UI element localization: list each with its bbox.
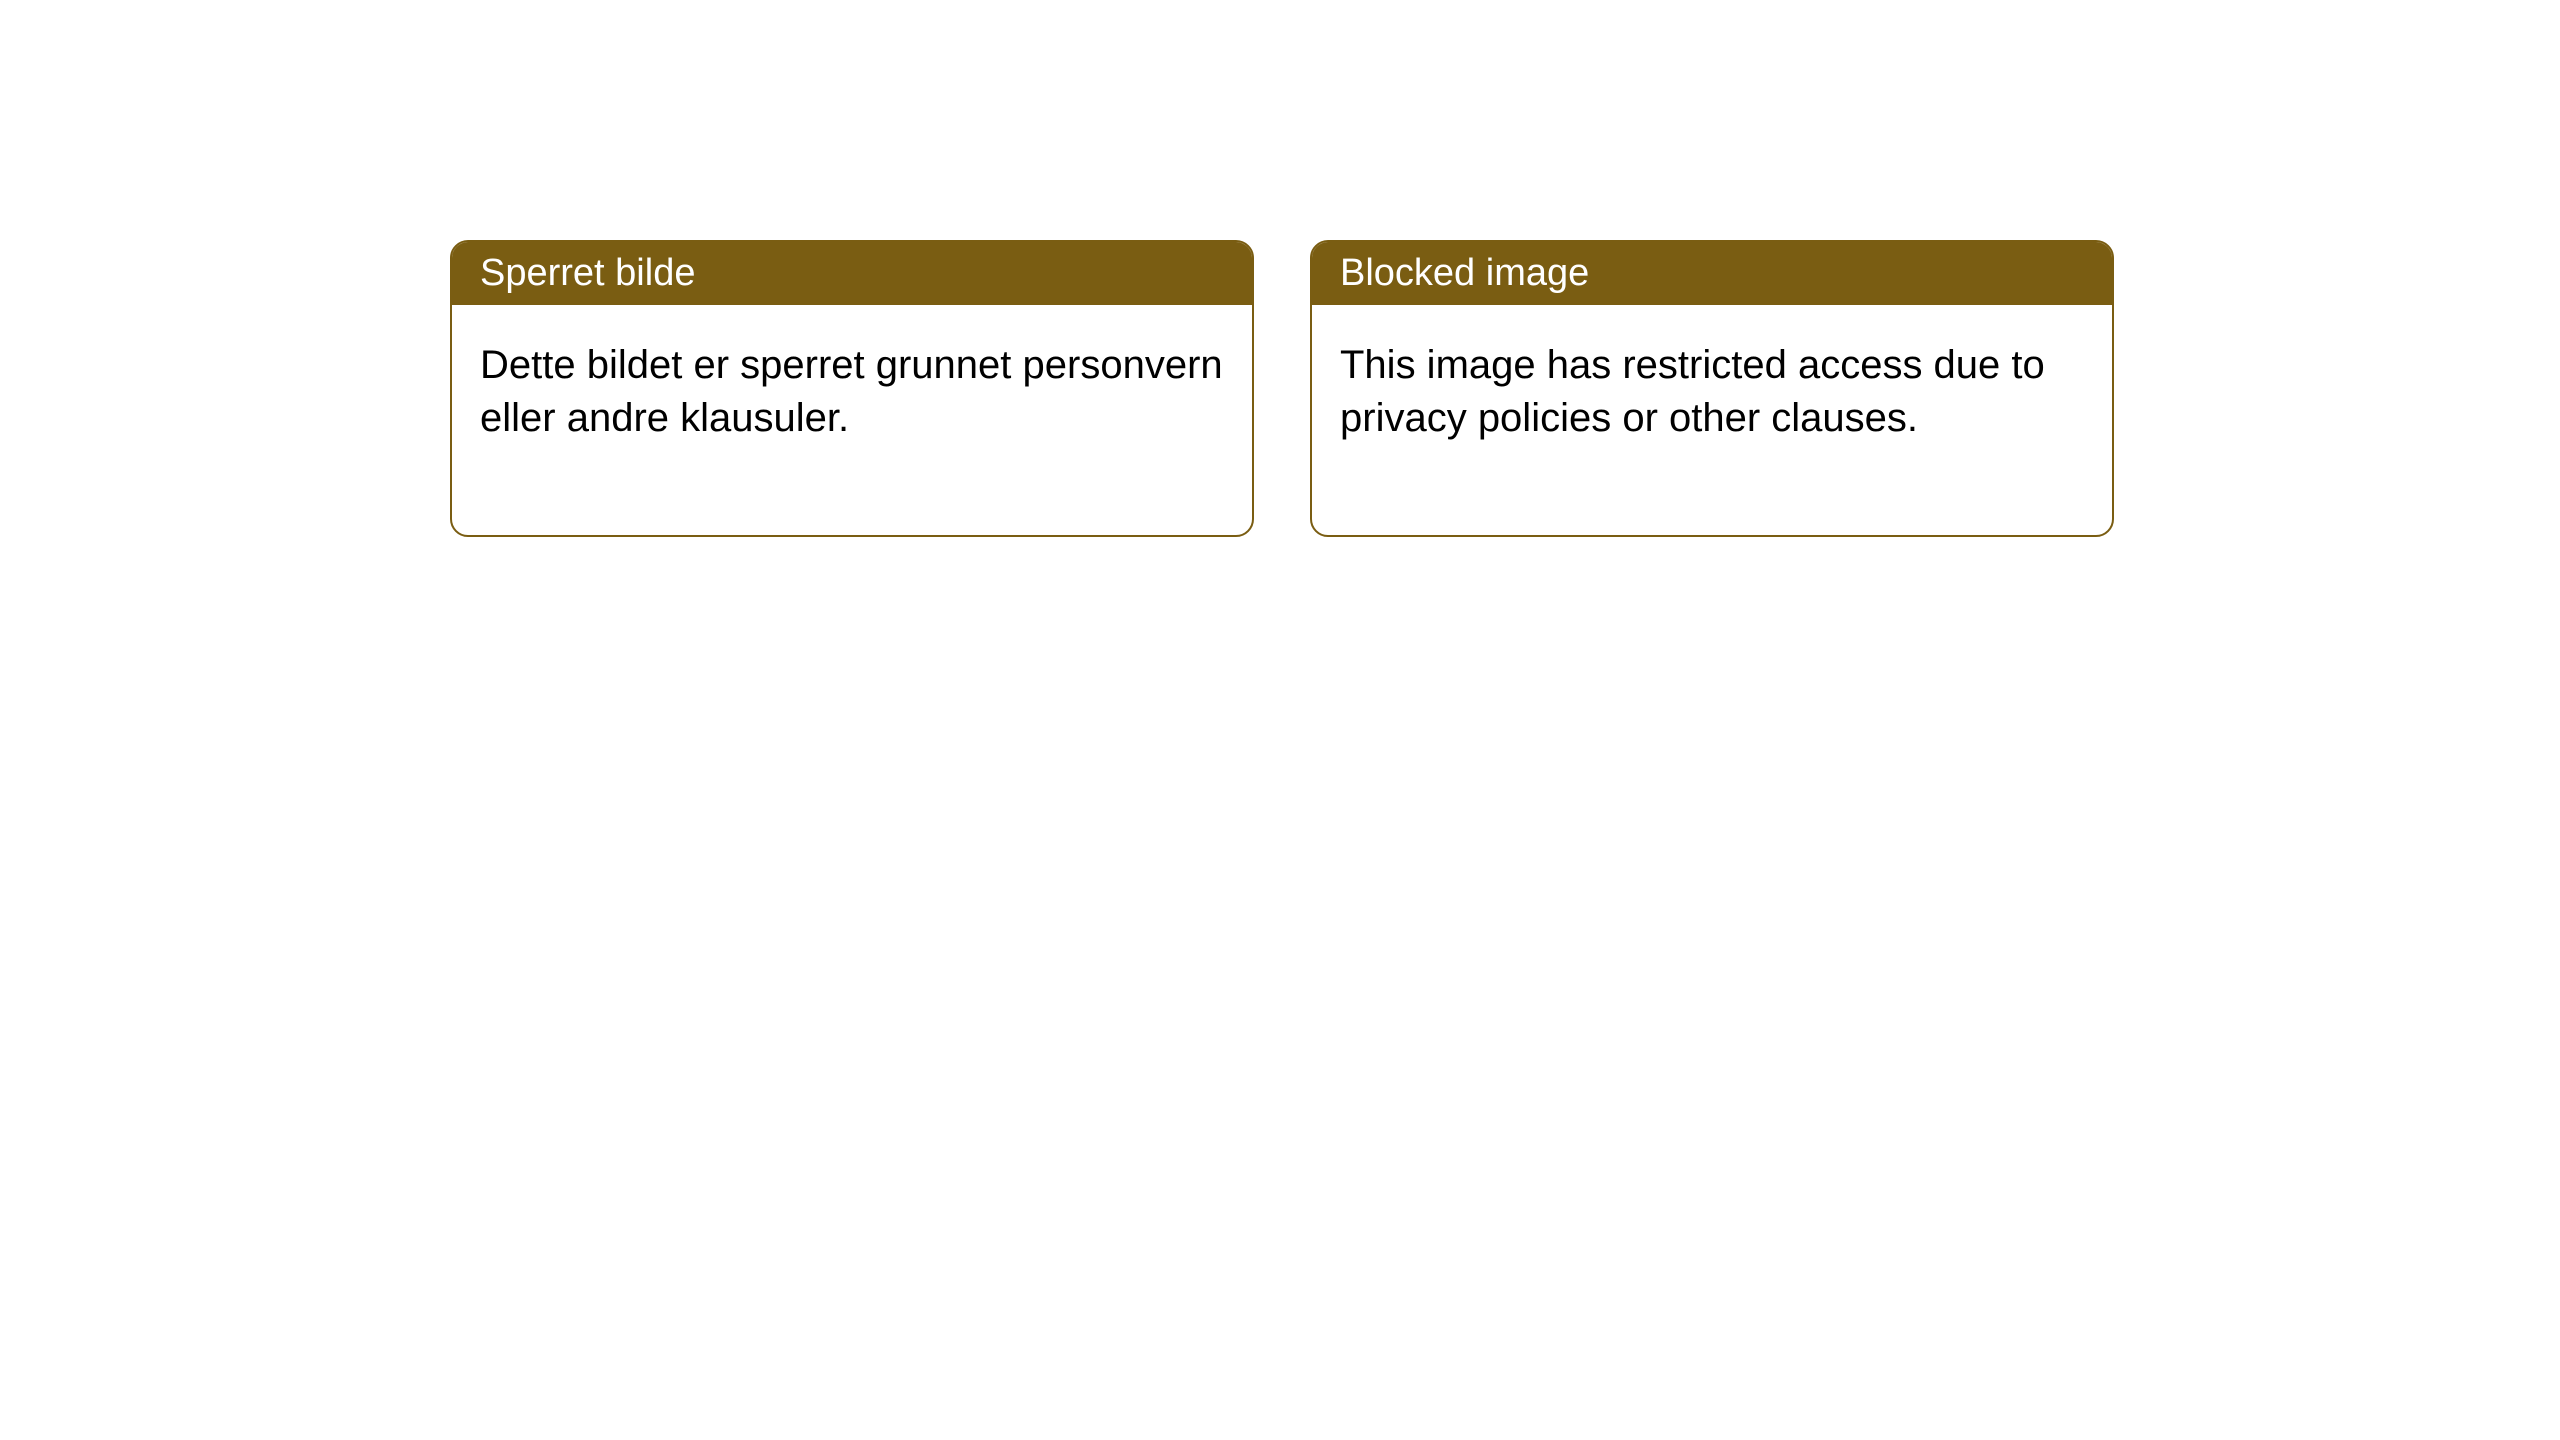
card-title: Sperret bilde: [480, 252, 695, 294]
card-body-text: This image has restricted access due to …: [1340, 343, 2045, 440]
card-body: Dette bildet er sperret grunnet personve…: [452, 305, 1252, 535]
card-title: Blocked image: [1340, 252, 1589, 294]
notice-cards-container: Sperret bilde Dette bildet er sperret gr…: [450, 240, 2114, 537]
notice-card-english: Blocked image This image has restricted …: [1310, 240, 2114, 537]
card-header: Blocked image: [1312, 242, 2112, 305]
card-header: Sperret bilde: [452, 242, 1252, 305]
card-body: This image has restricted access due to …: [1312, 305, 2112, 535]
card-body-text: Dette bildet er sperret grunnet personve…: [480, 343, 1223, 440]
notice-card-norwegian: Sperret bilde Dette bildet er sperret gr…: [450, 240, 1254, 537]
